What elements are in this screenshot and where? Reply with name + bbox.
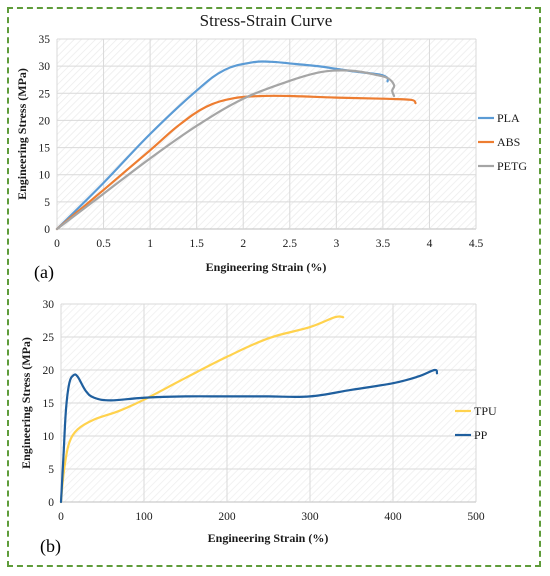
chart-b-x-tick-label: 200 bbox=[218, 511, 236, 523]
chart-a-y-tick-label: 35 bbox=[39, 34, 51, 46]
chart-b-x-axis-label: Engineering Strain (%) bbox=[208, 531, 329, 545]
chart-a-y-tick-label: 30 bbox=[39, 61, 51, 73]
chart-b: 0 5 10 15 20 25 30 0 100 200 300 400 500 Engineerin… bbox=[19, 299, 497, 557]
chart-a-series-petg-line bbox=[55, 69, 396, 231]
chart-a-y-tick-label: 0 bbox=[44, 224, 50, 236]
chart-b-series-tpu-line bbox=[59, 315, 345, 504]
chart-b-panel-label: (b) bbox=[40, 536, 61, 557]
figure-frame bbox=[7, 7, 541, 567]
chart-a-x-tick-label: 4 bbox=[427, 238, 433, 250]
chart-a-y-tick-label: 25 bbox=[39, 88, 51, 100]
chart-b-legend-label-tpu: TPU bbox=[474, 404, 497, 418]
chart-a-legend-label-petg: PETG bbox=[497, 159, 527, 173]
chart-a-plot-area bbox=[57, 39, 476, 229]
chart-a-y-axis-label: Engineering Stress (MPa) bbox=[15, 68, 29, 200]
chart-b-x-tick-label: 500 bbox=[467, 511, 485, 523]
chart-b-x-tick-label: 0 bbox=[58, 511, 64, 523]
chart-b-y-tick-label: 25 bbox=[43, 332, 55, 344]
chart-b-legend-label-pp: PP bbox=[474, 428, 488, 442]
chart-b-x-tick-label: 100 bbox=[135, 511, 153, 523]
chart-a-y-tick-label: 20 bbox=[39, 115, 51, 127]
chart-b-y-tick-label: 15 bbox=[43, 398, 55, 410]
chart-a-x-tick-label: 0.5 bbox=[96, 238, 111, 250]
chart-a: Stress-Strain Curve 0 5 10 15 20 25 30 35 0 0.5 1… bbox=[15, 11, 527, 283]
chart-b-y-tick-label: 10 bbox=[43, 431, 55, 443]
chart-b-series-pp-line bbox=[59, 368, 439, 504]
chart-a-x-axis-label: Engineering Strain (%) bbox=[206, 260, 327, 274]
chart-a-x-tick-label: 3.5 bbox=[376, 238, 391, 250]
chart-b-y-axis-label: Engineering Stress (MPa) bbox=[19, 337, 33, 469]
chart-a-x-tick-label: 0 bbox=[54, 238, 60, 250]
chart-a-legend-label-abs: ABS bbox=[497, 135, 520, 149]
chart-a-y-tick-label: 5 bbox=[44, 197, 50, 209]
chart-b-x-tick-label: 300 bbox=[301, 511, 319, 523]
chart-a-x-tick-label: 2 bbox=[240, 238, 246, 250]
chart-a-panel-label: (a) bbox=[34, 262, 54, 283]
chart-a-legend-label-pla: PLA bbox=[497, 111, 520, 125]
chart-a-y-tick-label: 10 bbox=[39, 170, 51, 182]
chart-a-x-tick-label: 1.5 bbox=[189, 238, 204, 250]
chart-a-y-tick-label: 15 bbox=[39, 143, 51, 155]
chart-a-title: Stress-Strain Curve bbox=[200, 11, 333, 30]
chart-b-y-tick-label: 5 bbox=[48, 464, 54, 476]
chart-b-x-tick-label: 400 bbox=[384, 511, 402, 523]
chart-a-x-tick-label: 1 bbox=[147, 238, 153, 250]
chart-b-y-tick-label: 0 bbox=[48, 497, 54, 509]
chart-b-y-tick-label: 20 bbox=[43, 365, 55, 377]
chart-a-x-tick-label: 4.5 bbox=[469, 238, 484, 250]
chart-a-x-tick-label: 2.5 bbox=[283, 238, 298, 250]
chart-a-x-tick-label: 3 bbox=[333, 238, 339, 250]
chart-b-y-tick-label: 30 bbox=[43, 299, 55, 311]
